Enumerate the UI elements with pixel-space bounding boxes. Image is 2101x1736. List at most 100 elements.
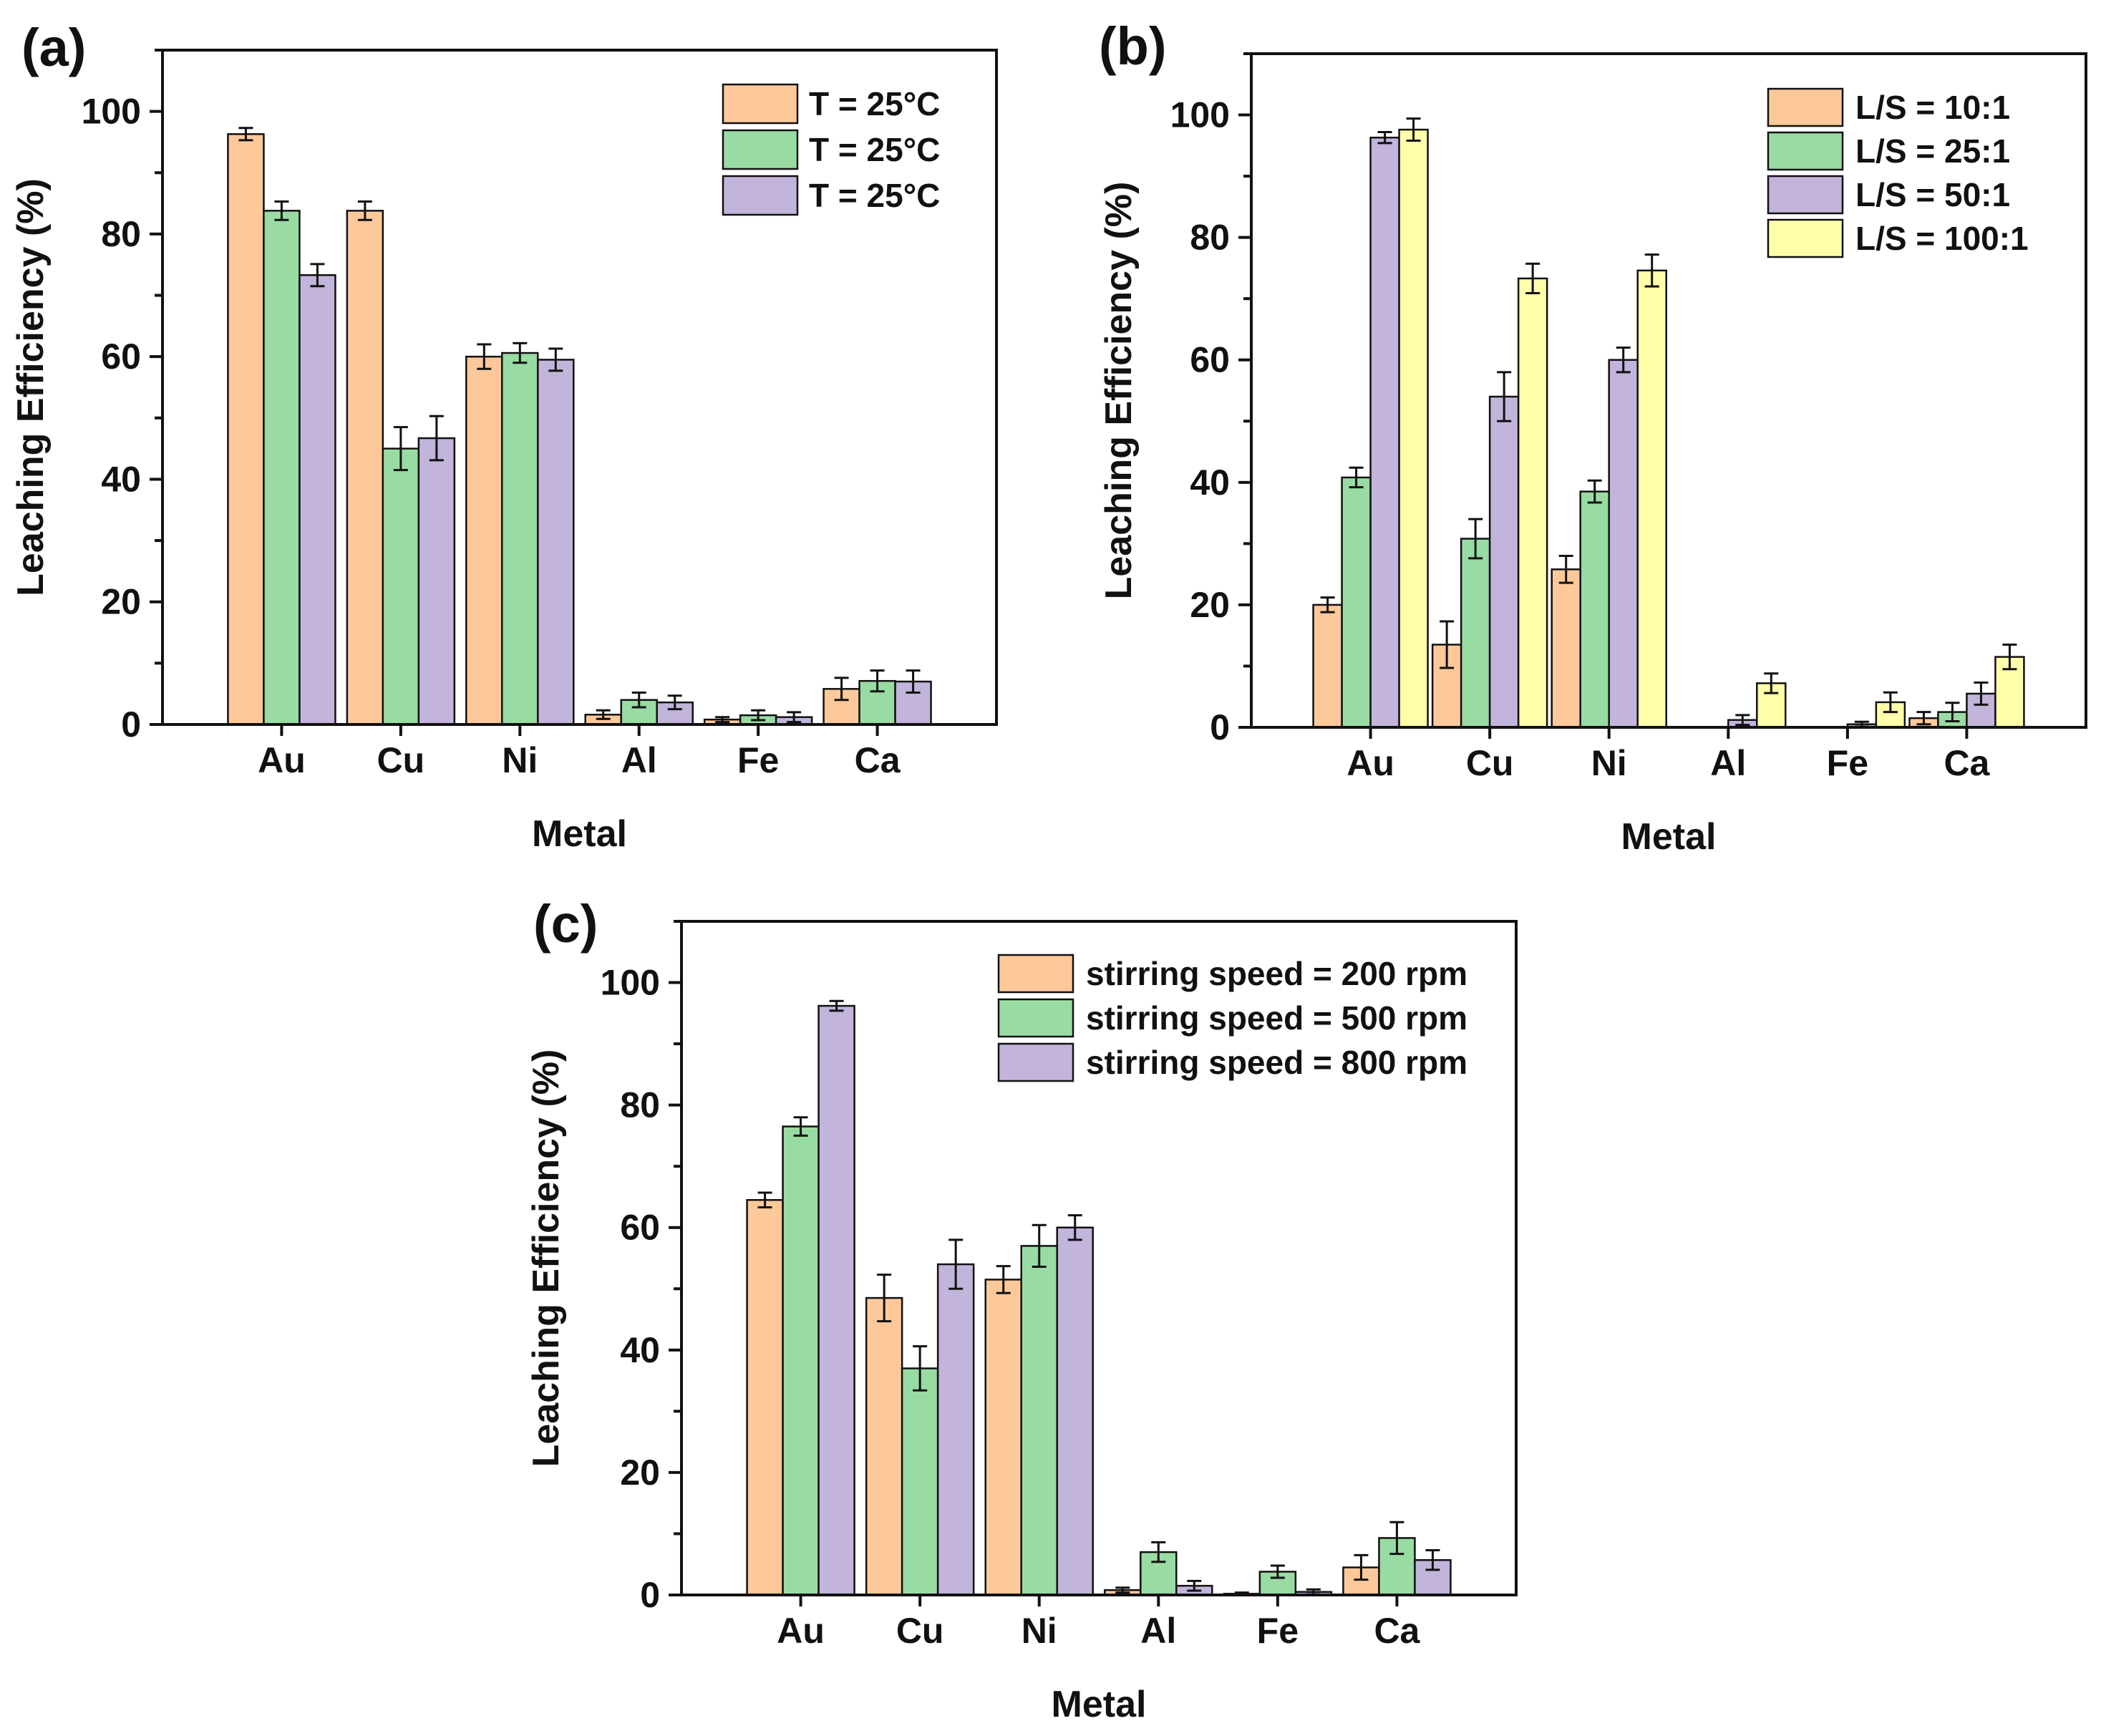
bar-cu-series-1: [346, 210, 384, 726]
bar-ni-series-3: [1608, 359, 1639, 729]
x-tick-label: Fe: [1827, 743, 1868, 783]
y-tick-label: 100: [1170, 95, 1230, 135]
legend-swatch: [1767, 218, 1844, 258]
y-tick-label: 80: [101, 214, 141, 254]
legend-swatch: [722, 83, 799, 125]
y-tick-label: 60: [1190, 340, 1230, 380]
bar-au-series-3: [817, 1004, 855, 1596]
x-axis-title: Metal: [1621, 816, 1717, 858]
bar-ni-series-1: [984, 1279, 1022, 1596]
bar-cu-series-3: [936, 1263, 975, 1596]
axes-frame: [1250, 52, 2087, 729]
y-tick-label: 80: [1190, 218, 1230, 258]
legend-swatch: [997, 998, 1074, 1038]
panel-b-bar-chart: (b) 0 20 40 60 80 100 Au Cu Ni Al Fe Ca Metal Leaching…: [1098, 16, 2087, 858]
legend-swatch: [997, 954, 1074, 994]
legend-swatch: [1767, 175, 1844, 215]
x-tick-label: Cu: [1466, 743, 1514, 783]
bar-au-series-2: [263, 210, 301, 726]
legend-label: L/S = 25:1: [1855, 132, 2010, 170]
bar-ni-series-3: [537, 359, 575, 726]
x-tick-label: Cu: [377, 740, 425, 780]
bar-cu-series-1: [865, 1296, 903, 1596]
bar-ni-series-1: [465, 355, 503, 726]
axes-frame: [680, 920, 1518, 1596]
panel-label: (a): [21, 18, 86, 77]
x-tick-label: Ca: [855, 740, 901, 780]
x-tick-label: Al: [1710, 743, 1746, 783]
bar-ni-series-3: [1056, 1226, 1094, 1596]
y-tick-label: 100: [601, 963, 660, 1003]
y-tick-label: 80: [620, 1085, 660, 1125]
bar-au-series-2: [1341, 476, 1372, 729]
y-tick-label: 20: [1190, 585, 1230, 625]
y-tick-label: 0: [640, 1575, 660, 1615]
bar-cu-series-4: [1517, 277, 1548, 729]
bar-au-series-3: [299, 274, 336, 726]
x-tick-label: Ni: [1022, 1611, 1057, 1651]
y-tick-label: 0: [121, 704, 141, 745]
bar-cu-series-3: [417, 437, 456, 726]
legend-swatch: [722, 129, 799, 170]
legend-label: L/S = 100:1: [1855, 220, 2029, 257]
x-tick-label: Ca: [1374, 1611, 1420, 1651]
legend-label: T = 25°C: [809, 177, 940, 214]
x-tick-label: Fe: [737, 740, 779, 780]
panel-label: (c): [533, 894, 598, 954]
y-axis-title: Leaching Efficiency (%): [1098, 182, 1140, 600]
bar-cu-series-2: [901, 1367, 939, 1596]
legend-swatch: [1767, 131, 1844, 171]
y-tick-label: 0: [1210, 707, 1230, 747]
legend-swatch: [1767, 87, 1844, 127]
legend-label: L/S = 50:1: [1855, 176, 2010, 213]
x-tick-label: Ca: [1944, 743, 1990, 783]
bar-cu-series-3: [1488, 395, 1520, 729]
x-tick-label: Au: [777, 1611, 825, 1651]
bar-au-series-2: [782, 1125, 820, 1596]
legend-label: stirring speed = 800 rpm: [1086, 1044, 1467, 1081]
x-tick-label: Fe: [1257, 1611, 1299, 1651]
bar-ni-series-2: [1020, 1245, 1058, 1596]
bar-ni-series-1: [1551, 568, 1581, 729]
y-axis-title: Leaching Efficiency (%): [10, 178, 52, 596]
y-tick-label: 100: [82, 92, 141, 132]
legend-swatch: [722, 175, 799, 216]
x-tick-label: Al: [1140, 1611, 1176, 1651]
bar-ni-series-2: [501, 351, 539, 726]
bar-ni-series-4: [1636, 269, 1667, 729]
y-tick-label: 20: [101, 582, 141, 622]
y-tick-label: 40: [101, 459, 141, 499]
legend-label: T = 25°C: [809, 131, 940, 168]
bar-au-series-4: [1398, 128, 1429, 729]
y-axis-title: Leaching Efficiency (%): [525, 1049, 567, 1468]
panel-label: (b): [1099, 16, 1167, 76]
bar-cu-series-2: [1460, 538, 1491, 729]
x-tick-label: Ni: [1591, 743, 1627, 783]
x-axis-title: Metal: [1052, 1684, 1147, 1725]
x-tick-label: Au: [258, 740, 306, 780]
y-tick-label: 60: [620, 1208, 660, 1248]
legend-swatch: [997, 1042, 1074, 1082]
y-tick-label: 60: [101, 336, 141, 377]
bar-ni-series-2: [1579, 490, 1610, 729]
y-tick-label: 40: [620, 1330, 660, 1370]
bar-au-series-3: [1369, 136, 1400, 729]
legend-label: L/S = 10:1: [1855, 89, 2010, 126]
legend-label: stirring speed = 500 rpm: [1086, 999, 1467, 1037]
bar-au-series-1: [227, 133, 265, 726]
bar-au-series-1: [746, 1198, 784, 1596]
axes-frame: [161, 49, 998, 726]
x-tick-label: Au: [1347, 743, 1394, 783]
legend-label: stirring speed = 200 rpm: [1086, 955, 1467, 992]
y-tick-label: 20: [620, 1453, 660, 1493]
x-tick-label: Ni: [502, 740, 538, 780]
y-tick-label: 40: [1190, 462, 1230, 503]
legend-label: T = 25°C: [809, 85, 940, 122]
x-axis-title: Metal: [532, 813, 627, 855]
panel-a-bar-chart: (a) 0 20 40 60 80 100 Au Cu Ni Al Fe Ca Metal Leaching…: [10, 18, 998, 855]
panel-c-bar-chart: (c) 0 20 40 60 80 100 Au Cu Ni Al Fe Ca Metal Leaching…: [525, 894, 1518, 1725]
bar-cu-series-2: [382, 447, 420, 726]
x-tick-label: Cu: [896, 1611, 944, 1651]
bar-au-series-1: [1312, 603, 1343, 729]
